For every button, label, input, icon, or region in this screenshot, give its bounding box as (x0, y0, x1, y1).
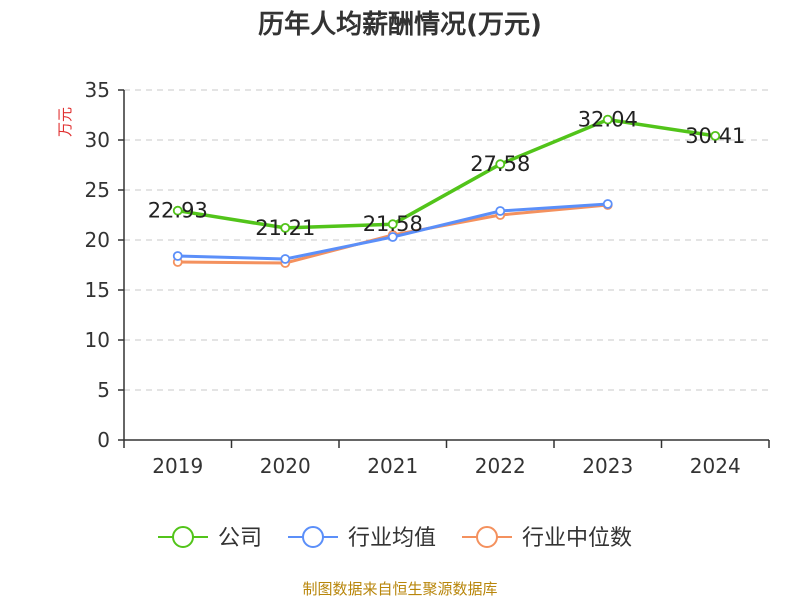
data-label-2024: 30.41 (685, 124, 745, 148)
x-tick-label-2024: 2024 (690, 454, 741, 478)
data-label-2021: 21.58 (363, 212, 423, 236)
y-tick-label: 10 (85, 328, 110, 352)
legend-label: 行业中位数 (522, 526, 632, 551)
legend-industry-median[interactable]: 行业中位数 (462, 526, 632, 551)
legend-company[interactable]: 公司 (158, 526, 262, 551)
data-point-industry-mean-2019 (172, 251, 183, 261)
data-point-company-2024 (710, 130, 721, 141)
legend-marker (172, 526, 194, 548)
data-point-company-2019 (172, 205, 183, 216)
data-label-2019: 22.93 (148, 199, 208, 223)
data-labels: 22.93 21.21 21.58 27.58 32.04 30.41 (148, 108, 746, 240)
x-tick-label-2023: 2023 (582, 454, 633, 478)
data-point-company-2020 (280, 222, 291, 233)
data-label-2023: 32.04 (578, 108, 638, 132)
y-tick-label: 25 (85, 178, 110, 202)
x-tick-label-2021: 2021 (367, 454, 418, 478)
axes: 0 5 10 15 20 25 30 35 2019 2020 2021 2022 2023 2024 (85, 78, 770, 478)
y-tick-label: 35 (85, 78, 110, 102)
chart-title: 历年人均薪酬情况(万元) (258, 10, 542, 40)
legend-industry-mean[interactable]: 行业均值 (288, 526, 436, 551)
data-point-industry-mean-2021 (387, 232, 398, 242)
data-point-industry-mean-2022 (495, 206, 506, 216)
data-point-company-2023 (602, 114, 613, 125)
data-point-company-2022 (495, 159, 506, 170)
data-point-company-2021 (387, 219, 398, 230)
x-tick-label-2020: 2020 (260, 454, 311, 478)
source-note: 制图数据来自恒生聚源数据库 (302, 580, 498, 598)
y-axis-label: 万元 (56, 107, 74, 137)
x-tick-label-2019: 2019 (152, 454, 203, 478)
grid-lines (124, 89, 769, 391)
y-tick-label: 15 (85, 278, 110, 302)
legend-label: 公司 (218, 526, 262, 551)
legend: 公司 行业均值 行业中位数 (158, 526, 632, 551)
y-tick-label: 0 (97, 428, 110, 452)
legend-label: 行业均值 (348, 526, 436, 551)
data-label-2020: 21.21 (255, 216, 315, 240)
y-tick-label: 30 (85, 128, 110, 152)
legend-marker (476, 526, 498, 548)
series-layer (172, 114, 721, 268)
x-tick-label-2022: 2022 (475, 454, 526, 478)
y-tick-label: 20 (85, 228, 110, 252)
data-label-2022: 27.58 (470, 152, 530, 176)
data-point-industry-mean-2020 (280, 254, 291, 264)
data-point-industry-mean-2023 (602, 199, 613, 209)
legend-marker (302, 526, 324, 548)
series-line-company (177, 117, 716, 230)
y-tick-label: 5 (97, 378, 110, 402)
